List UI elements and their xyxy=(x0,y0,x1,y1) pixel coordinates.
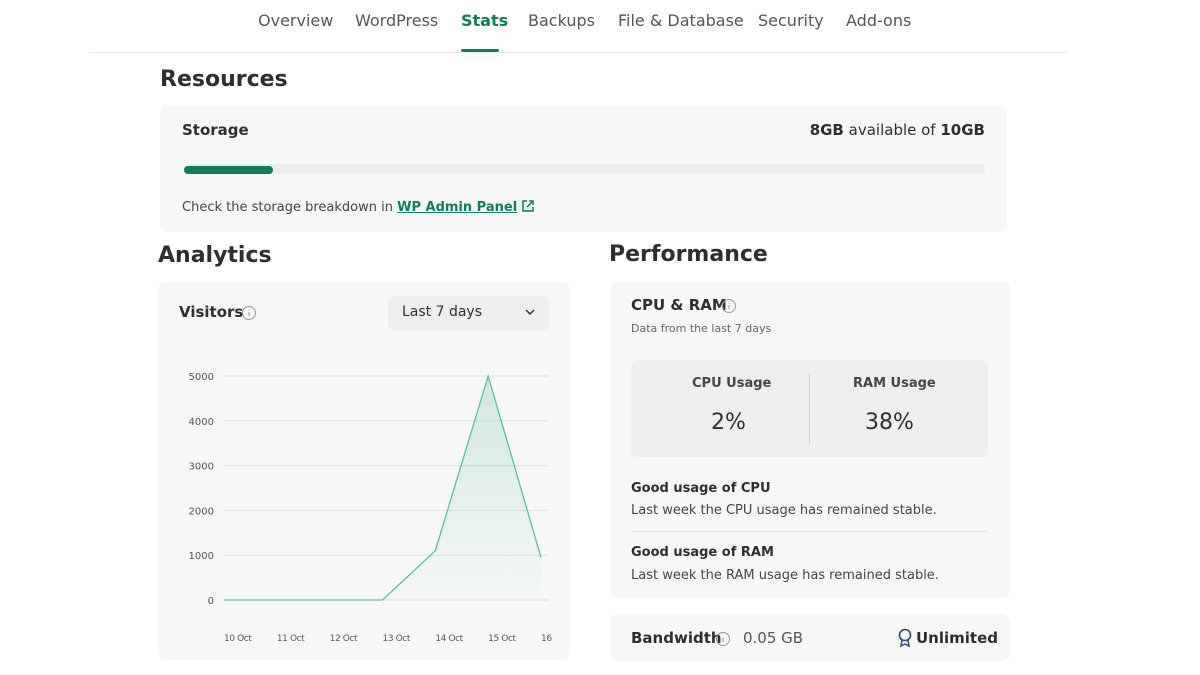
label: Visitors xyxy=(179,303,244,321)
storage-summary: 8GB available of 10GB xyxy=(810,121,985,139)
tab-underline xyxy=(461,49,499,52)
x-tick-label: 14 Oct xyxy=(435,634,463,644)
tab[interactable]: Security xyxy=(758,11,824,30)
bandwidth-card: Bandwidth 0.05 GB Unlimited xyxy=(610,614,1010,661)
x-tick-label: 10 Oct xyxy=(224,634,252,644)
divider xyxy=(90,52,1068,53)
y-tick-label: 4000 xyxy=(189,417,214,428)
line xyxy=(224,373,542,601)
info-icon xyxy=(716,632,730,646)
label: CPU & RAM xyxy=(631,296,727,314)
x-tick-label: 16 xyxy=(541,634,552,644)
progress-fill xyxy=(184,166,273,174)
label: Bandwidth xyxy=(631,629,722,647)
x-tick-label: 11 Oct xyxy=(277,634,305,644)
y-tick-label: 1000 xyxy=(189,551,214,562)
tab[interactable]: Stats xyxy=(461,11,509,30)
note-text: Last week the RAM usage has remained sta… xyxy=(631,568,939,583)
y-tick-label: 5000 xyxy=(189,372,214,383)
y-tick-label: 0 xyxy=(208,596,214,607)
value: 2% xyxy=(711,410,746,435)
value: 10GB xyxy=(940,121,985,139)
chevron xyxy=(525,309,535,316)
note: Check the storage breakdown in WP Admin … xyxy=(182,199,535,215)
text: available of xyxy=(848,121,936,139)
value: 0.05 GB xyxy=(743,629,804,647)
value: 38% xyxy=(865,410,914,435)
value: 8GB xyxy=(809,121,844,139)
note-title: Good usage of CPU xyxy=(631,481,771,496)
analytics-card: Visitors Last 7 days 0 1000 2000 3000 4000 50… xyxy=(158,282,570,660)
ribbon-icon xyxy=(898,628,912,648)
dropdown-value: Last 7 days xyxy=(402,304,483,320)
tab[interactable]: Overview xyxy=(258,11,334,30)
subtitle: Data from the last 7 days xyxy=(631,322,772,335)
section-title: Analytics xyxy=(158,243,272,268)
y-tick-label: 3000 xyxy=(189,462,214,473)
tab[interactable]: File & Database xyxy=(618,11,744,30)
x-tick-label: 12 Oct xyxy=(330,634,358,644)
x-tick-label: 15 Oct xyxy=(488,634,516,644)
tab[interactable]: WordPress xyxy=(355,11,439,30)
tab[interactable]: Backups xyxy=(528,11,595,30)
cpu-ram-card: CPU & RAM Data from the last 7 days CPU … xyxy=(610,281,1010,598)
limit: Unlimited xyxy=(916,629,998,647)
visitors-chart: 0 1000 2000 3000 4000 5000 10 Oct 11 Oct 12 Oct 1… xyxy=(189,372,553,644)
label: RAM Usage xyxy=(853,376,936,391)
divider xyxy=(809,374,810,444)
section-title: Performance xyxy=(609,242,768,267)
usage-box: CPU Usage 2% RAM Usage 38% xyxy=(631,360,988,457)
range-dropdown[interactable]: Last 7 days xyxy=(388,296,549,330)
link[interactable]: WP Admin Panel xyxy=(397,200,518,215)
area xyxy=(224,376,541,600)
label: CPU Usage xyxy=(692,376,772,391)
note-title: Good usage of RAM xyxy=(631,545,774,560)
note-text: Last week the CPU usage has remained sta… xyxy=(631,503,937,518)
nav-bar: Overview WordPress Stats Backups File & … xyxy=(0,0,1200,53)
info-icon xyxy=(242,306,256,320)
section-title: Resources xyxy=(160,67,288,92)
label: Storage xyxy=(182,121,249,139)
progress-track xyxy=(184,164,985,174)
external-icon xyxy=(522,200,535,212)
text: Check the storage breakdown in xyxy=(182,200,393,215)
info-icon xyxy=(722,299,736,313)
x-tick-label: 13 Oct xyxy=(383,634,411,644)
divider xyxy=(631,531,988,532)
tab[interactable]: Add-ons xyxy=(846,11,912,30)
storage-card: Storage 8GB available of 10GB Check the … xyxy=(160,105,1007,232)
y-tick-label: 2000 xyxy=(189,506,214,517)
